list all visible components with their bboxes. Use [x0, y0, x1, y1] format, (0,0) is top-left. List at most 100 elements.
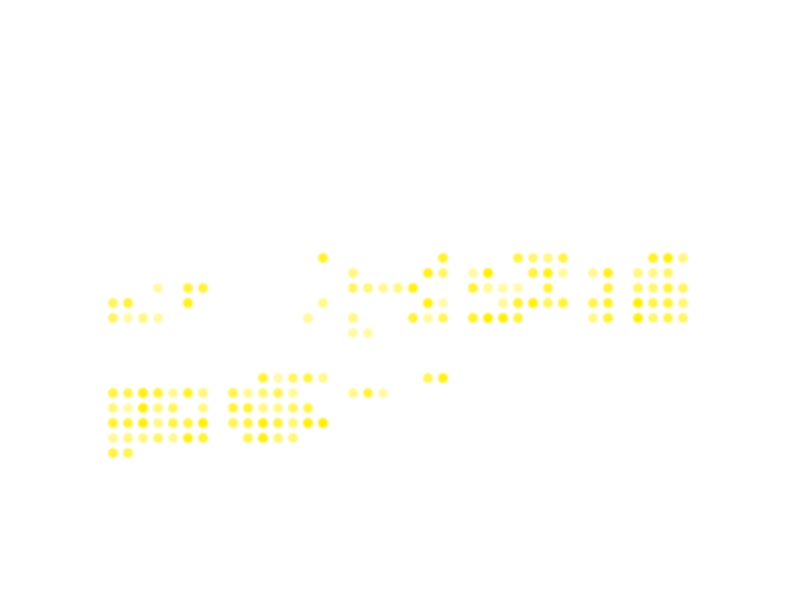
dot [258, 373, 268, 383]
dot [168, 388, 178, 398]
dot [273, 433, 283, 443]
dot [108, 433, 118, 443]
dot [513, 253, 523, 263]
dot [408, 283, 418, 293]
dot [408, 313, 418, 323]
dot [153, 433, 163, 443]
dot [663, 313, 673, 323]
dot [603, 313, 613, 323]
dot [228, 418, 238, 428]
dot [108, 418, 118, 428]
dot [198, 283, 208, 293]
dot [528, 268, 538, 278]
dot [123, 298, 133, 308]
dot [558, 253, 568, 263]
dot [108, 403, 118, 413]
dot [513, 298, 523, 308]
dot [678, 253, 688, 263]
dot [588, 313, 598, 323]
dot [678, 313, 688, 323]
dot [258, 403, 268, 413]
dot [498, 298, 508, 308]
dot [423, 268, 433, 278]
dot [543, 298, 553, 308]
dot [363, 283, 373, 293]
dot [423, 373, 433, 383]
dot [363, 388, 373, 398]
dot [318, 298, 328, 308]
dot [483, 283, 493, 293]
dot [273, 403, 283, 413]
dot [183, 298, 193, 308]
dot [663, 253, 673, 263]
dot [318, 418, 328, 428]
dot [543, 253, 553, 263]
dot [558, 268, 568, 278]
dot [483, 313, 493, 323]
dot [438, 298, 448, 308]
dot [633, 298, 643, 308]
dot [258, 418, 268, 428]
dot [663, 283, 673, 293]
dot [318, 373, 328, 383]
dot [138, 388, 148, 398]
dot [288, 388, 298, 398]
dot [438, 373, 448, 383]
dot [603, 298, 613, 308]
dot [138, 433, 148, 443]
dot [123, 313, 133, 323]
dot [123, 388, 133, 398]
dot [168, 418, 178, 428]
dot [123, 448, 133, 458]
dot [348, 328, 358, 338]
dot [183, 388, 193, 398]
dot [123, 433, 133, 443]
dot [273, 373, 283, 383]
dot [348, 313, 358, 323]
dot [183, 418, 193, 428]
dot [273, 418, 283, 428]
dot [648, 268, 658, 278]
dot [138, 418, 148, 428]
dot [108, 298, 118, 308]
dot [258, 433, 268, 443]
dot [678, 298, 688, 308]
dot [273, 388, 283, 398]
dot [513, 283, 523, 293]
dot [468, 313, 478, 323]
dot [648, 298, 658, 308]
dot [198, 388, 208, 398]
dot [438, 253, 448, 263]
dot [483, 268, 493, 278]
dot [258, 388, 268, 398]
dot [108, 313, 118, 323]
dot [198, 418, 208, 428]
dot [363, 328, 373, 338]
dot [153, 418, 163, 428]
dot [648, 313, 658, 323]
dot [348, 283, 358, 293]
dot [378, 283, 388, 293]
dot-field [108, 253, 688, 458]
dot [678, 283, 688, 293]
dot [303, 373, 313, 383]
dot [318, 253, 328, 263]
dot [663, 298, 673, 308]
dot [228, 388, 238, 398]
dot [288, 373, 298, 383]
dot [498, 313, 508, 323]
dot [288, 403, 298, 413]
dot [138, 403, 148, 413]
dot [468, 283, 478, 293]
dot [123, 403, 133, 413]
dot [168, 403, 178, 413]
dot [183, 433, 193, 443]
dot [168, 433, 178, 443]
dot [183, 283, 193, 293]
dot [288, 418, 298, 428]
dot [348, 268, 358, 278]
dot [153, 403, 163, 413]
dot [648, 253, 658, 263]
